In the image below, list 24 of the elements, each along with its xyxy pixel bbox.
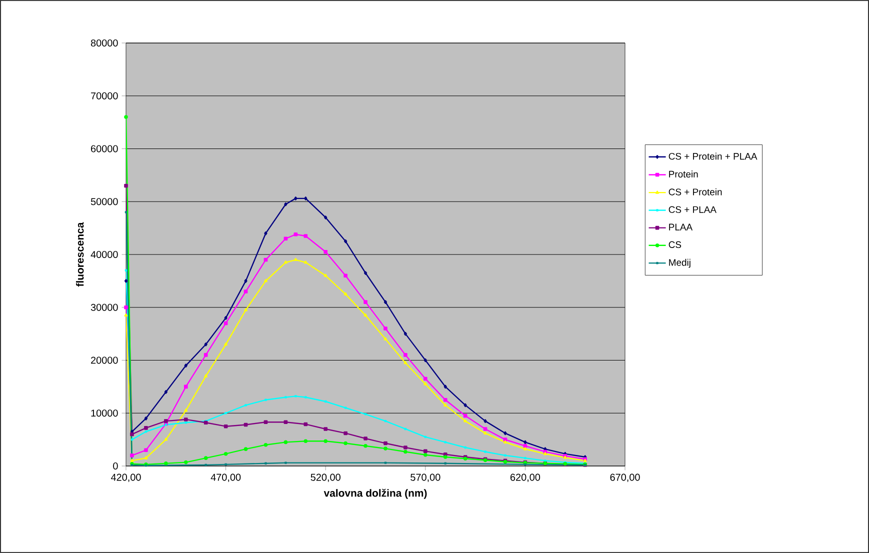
y-tick-label: 50000 bbox=[90, 198, 118, 206]
legend-label: CS + Protein bbox=[668, 188, 722, 196]
x-tick-label: 670,00 bbox=[610, 474, 640, 482]
legend-label: Medij bbox=[669, 258, 690, 268]
x-tick-label: 570,00 bbox=[410, 474, 440, 482]
y-tick-label: 70000 bbox=[91, 92, 118, 100]
x-tick-label: 470,00 bbox=[210, 474, 241, 482]
y-axis-title: fluorescenca bbox=[76, 222, 84, 287]
y-tick-label: 80000 bbox=[90, 39, 118, 47]
y-tick-label: 30000 bbox=[90, 304, 118, 311]
x-tick-label: 520,00 bbox=[310, 474, 340, 482]
y-tick-label: 10000 bbox=[91, 410, 118, 417]
y-tick-label: 60000 bbox=[91, 145, 118, 152]
y-tick-label: 0 bbox=[113, 462, 118, 470]
y-tick-label: 40000 bbox=[90, 250, 118, 258]
legend-label: CS + PLAA bbox=[668, 206, 716, 213]
x-tick-label: 420,00 bbox=[111, 474, 141, 482]
legend-label: CS + Protein + PLAA bbox=[668, 152, 758, 160]
legend-label: CS bbox=[668, 241, 682, 248]
y-tick-label: 20000 bbox=[91, 356, 118, 364]
x-axis-title: valovna dolžina (nm) bbox=[324, 488, 427, 499]
x-tick-label: 620,00 bbox=[510, 474, 540, 482]
legend-label: PLAA bbox=[669, 224, 693, 230]
legend-label: Protein bbox=[669, 170, 698, 178]
